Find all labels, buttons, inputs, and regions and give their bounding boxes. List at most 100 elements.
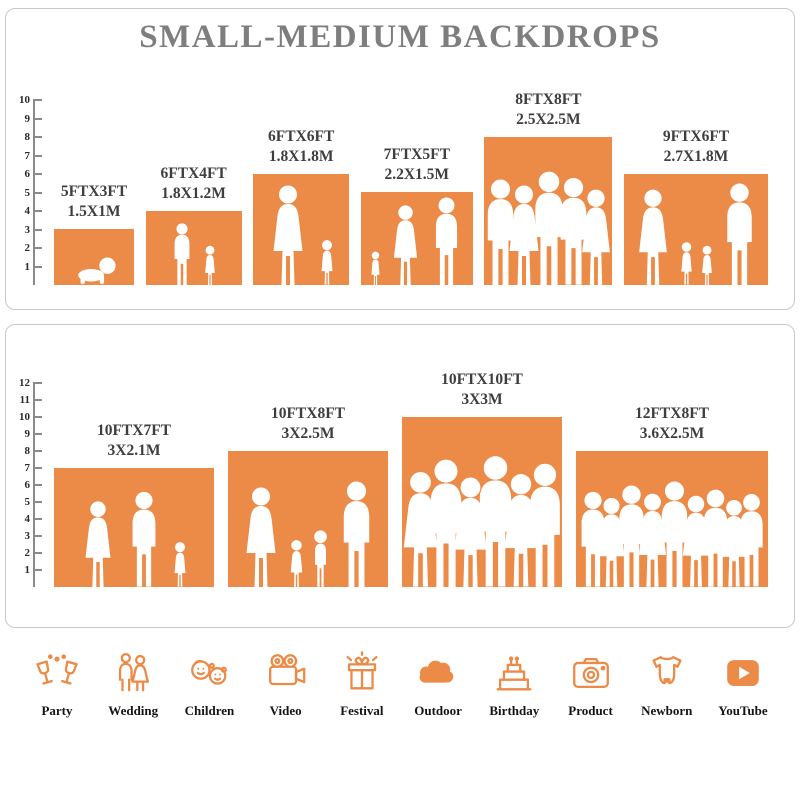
ruler-tick-label: 4 — [24, 205, 31, 217]
silhouette-man — [132, 491, 156, 587]
backdrop-size-label: 5FTX3FT 1.5X1M — [61, 182, 127, 222]
category-row: Party Wedding Children Video Festival Outdoor… — [5, 628, 795, 719]
large-panel: 1 2 3 4 5 6 7 8 9 10 11 12 10FTX7FT 3X2.1M 10FTX8FT 3X… — [5, 324, 795, 628]
silhouette-man — [727, 183, 752, 285]
size-chart-small-medium: 1 2 3 4 5 6 7 8 9 10 5FTX3FT 1.5X1M 6FTX4FT 1.8X1.2M… — [6, 91, 794, 285]
ruler-tick — [33, 569, 42, 571]
backdrop-size-label: 10FTX10FT 3X3M — [441, 370, 523, 410]
category-youtube: YouTube — [707, 650, 779, 719]
silhouette-man — [343, 481, 369, 587]
silhouette-man — [436, 197, 458, 285]
ruler-tick — [33, 518, 42, 520]
silhouette-woman — [273, 185, 303, 285]
backdrop-item-6ftx4ft: 6FTX4FT 1.8X1.2M — [145, 164, 242, 285]
silhouette-girl — [702, 245, 712, 285]
backdrop-bars-row: 10FTX7FT 3X2.1M 10FTX8FT 3X2.5M 10FTX10FT 3X3… — [54, 371, 768, 587]
silhouette-boy — [313, 530, 327, 587]
ruler-tick — [33, 450, 42, 452]
category-video: Video — [250, 650, 322, 719]
silhouette-woman — [682, 495, 710, 587]
size-feet: 12FTX8FT — [634, 404, 710, 422]
ruler-tick-label: 1 — [24, 260, 31, 273]
ruler-tick — [33, 265, 42, 268]
category-birthday: Birthday — [478, 650, 550, 719]
ruler-tick-label: 1 — [24, 564, 31, 576]
backdrop-size-label: 12FTX8FT 3.6X2.5M — [635, 404, 709, 444]
backdrop-item-7ftx5ft: 7FTX5FT 2.2X1.5M — [360, 145, 473, 285]
backdrop-bar — [145, 211, 242, 285]
ruler-tick-label: 5 — [24, 186, 31, 199]
ruler-tick-label: 3 — [24, 223, 31, 236]
ruler-tick — [33, 416, 42, 418]
ruler-tick-label: 6 — [24, 479, 31, 491]
backdrop-item-10ftx7ft: 10FTX7FT 3X2.1M — [54, 421, 214, 587]
category-outdoor: Outdoor — [402, 650, 474, 719]
ruler-tick-label: 9 — [24, 112, 31, 125]
silhouette-man — [581, 491, 605, 587]
ruler-tick — [33, 501, 42, 503]
category-label: Wedding — [108, 703, 159, 718]
category-label: Newborn — [641, 703, 693, 718]
ruler-tick — [33, 484, 42, 486]
outdoor-icon — [415, 650, 461, 696]
silhouette-girl — [174, 542, 186, 587]
size-meters: 1.8X1.2M — [161, 184, 226, 202]
backdrop-size-label: 10FTX8FT 3X2.5M — [271, 404, 345, 444]
size-meters: 2.2X1.5M — [384, 165, 450, 183]
ruler-tick — [33, 136, 42, 138]
size-chart-large: 1 2 3 4 5 6 7 8 9 10 11 12 10FTX7FT 3X2.1M 10FTX8FT 3X… — [6, 371, 794, 587]
ruler-tick — [33, 382, 42, 384]
size-feet: 6FTX4FT — [160, 164, 227, 182]
backdrop-item-12ftx8ft: 12FTX8FT 3.6X2.5M — [576, 404, 768, 587]
size-feet: 9FTX6FT — [662, 127, 730, 145]
backdrop-bar — [54, 229, 134, 285]
silhouette-woman — [639, 189, 667, 285]
silhouette-girl — [204, 245, 215, 285]
backdrop-size-label: 7FTX5FT 2.2X1.5M — [384, 145, 450, 185]
product-icon — [568, 650, 614, 696]
ruler-tick — [33, 228, 42, 231]
category-label: Children — [184, 703, 235, 718]
silhouette-woman — [509, 185, 539, 285]
category-label: Birthday — [489, 703, 540, 718]
silhouette-woman — [504, 474, 537, 587]
backdrop-bar — [228, 451, 388, 587]
ruler-tick — [33, 99, 42, 101]
backdrop-item-10ftx8ft: 10FTX8FT 3X2.5M — [228, 404, 388, 587]
youtube-icon — [720, 650, 766, 696]
size-meters: 1.5X1M — [67, 202, 121, 220]
backdrop-bar — [54, 468, 214, 587]
silhouette-woman — [246, 487, 275, 587]
backdrop-size-label: 9FTX6FT 2.7X1.8M — [663, 127, 729, 167]
ruler-tick — [33, 173, 42, 175]
ruler-tick-label: 7 — [24, 462, 31, 474]
size-meters: 2.7X1.8M — [663, 147, 729, 165]
ruler-tick-label: 7 — [24, 149, 31, 162]
size-meters: 2.5X2.5M — [516, 110, 581, 128]
size-feet: 10FTX8FT — [270, 404, 346, 422]
infographic-page: SMALL-MEDIUM BACKDROPS 1 2 3 4 5 6 7 8 9 10 5FTX3… — [5, 8, 795, 719]
category-newborn: Newborn — [631, 650, 703, 719]
ruler-tick — [33, 535, 42, 537]
size-feet: 6FTX6FT — [268, 127, 335, 145]
ruler-tick-label: 2 — [24, 242, 31, 254]
ruler-tick-label: 8 — [24, 445, 31, 457]
silhouette-man — [488, 179, 514, 285]
silhouette-woman — [598, 497, 625, 587]
backdrop-bar — [623, 174, 768, 285]
backdrop-bar — [576, 451, 768, 587]
birthday-icon — [491, 650, 537, 696]
silhouette-girl — [290, 540, 302, 587]
silhouette-man — [740, 494, 763, 587]
children-icon — [186, 650, 232, 696]
silhouette-man — [619, 485, 644, 587]
ruler-tick — [33, 117, 42, 120]
silhouette-girl — [321, 240, 333, 285]
ruler-tick — [33, 433, 42, 435]
backdrop-size-label: 10FTX7FT 3X2.1M — [97, 421, 171, 461]
backdrop-item-9ftx6ft: 9FTX6FT 2.7X1.8M — [623, 127, 768, 285]
silhouette-girl — [681, 242, 692, 285]
size-feet: 7FTX5FT — [383, 145, 450, 163]
backdrop-item-8ftx8ft: 8FTX8FT 2.5X2.5M — [484, 90, 613, 285]
backdrop-bar — [484, 137, 613, 285]
